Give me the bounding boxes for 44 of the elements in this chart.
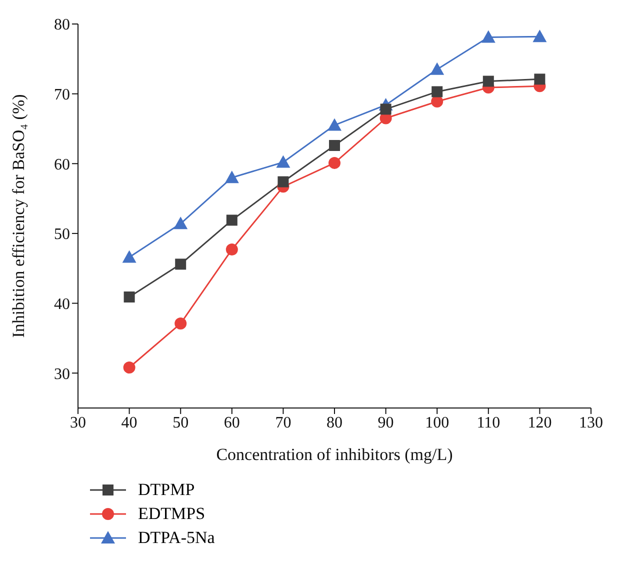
x-tick-label: 30 (70, 414, 86, 432)
y-axis-title: Inhibition efficiency for BaSO₄ (%) (9, 94, 28, 338)
point (174, 216, 188, 230)
y-tick-label: 60 (54, 156, 70, 174)
point (328, 156, 340, 169)
point (175, 258, 186, 270)
point (174, 318, 187, 330)
y-tick-label: 40 (54, 296, 70, 313)
x-tick-label: 90 (378, 414, 394, 432)
x-axis-title: Concentration of inhibitors (mg/L) (216, 445, 453, 464)
point (122, 250, 136, 263)
point (430, 62, 444, 75)
legend-label: DTPMP (138, 480, 195, 500)
point (123, 362, 136, 374)
y-tick-label: 30 (54, 366, 70, 383)
point (224, 170, 239, 184)
point (124, 291, 135, 302)
y-tick-label: 70 (54, 86, 70, 104)
point (226, 244, 238, 256)
x-tick-label: 130 (579, 414, 603, 432)
point (532, 30, 547, 42)
point (432, 86, 443, 98)
point (534, 74, 546, 85)
x-tick-label: 110 (476, 414, 500, 432)
point (431, 96, 444, 108)
y-tick-label: 50 (54, 226, 70, 244)
point (329, 140, 340, 151)
x-tick-label: 50 (172, 414, 189, 432)
x-tick-label: 40 (121, 414, 138, 432)
legend-label: DTPA-5Na (138, 528, 215, 548)
point (278, 176, 289, 188)
point (276, 155, 290, 168)
x-tick-label: 80 (326, 414, 342, 432)
point (481, 30, 496, 43)
y-tick-label: 80 (54, 16, 70, 34)
point (328, 118, 342, 131)
point (482, 76, 494, 87)
x-tick-label: 100 (425, 414, 450, 432)
point (226, 214, 238, 226)
legend-label: EDTMPS (138, 504, 206, 524)
x-tick-label: 70 (275, 414, 292, 432)
x-tick-label: 120 (528, 414, 552, 432)
point (380, 104, 392, 115)
x-tick-label: 60 (224, 414, 240, 432)
